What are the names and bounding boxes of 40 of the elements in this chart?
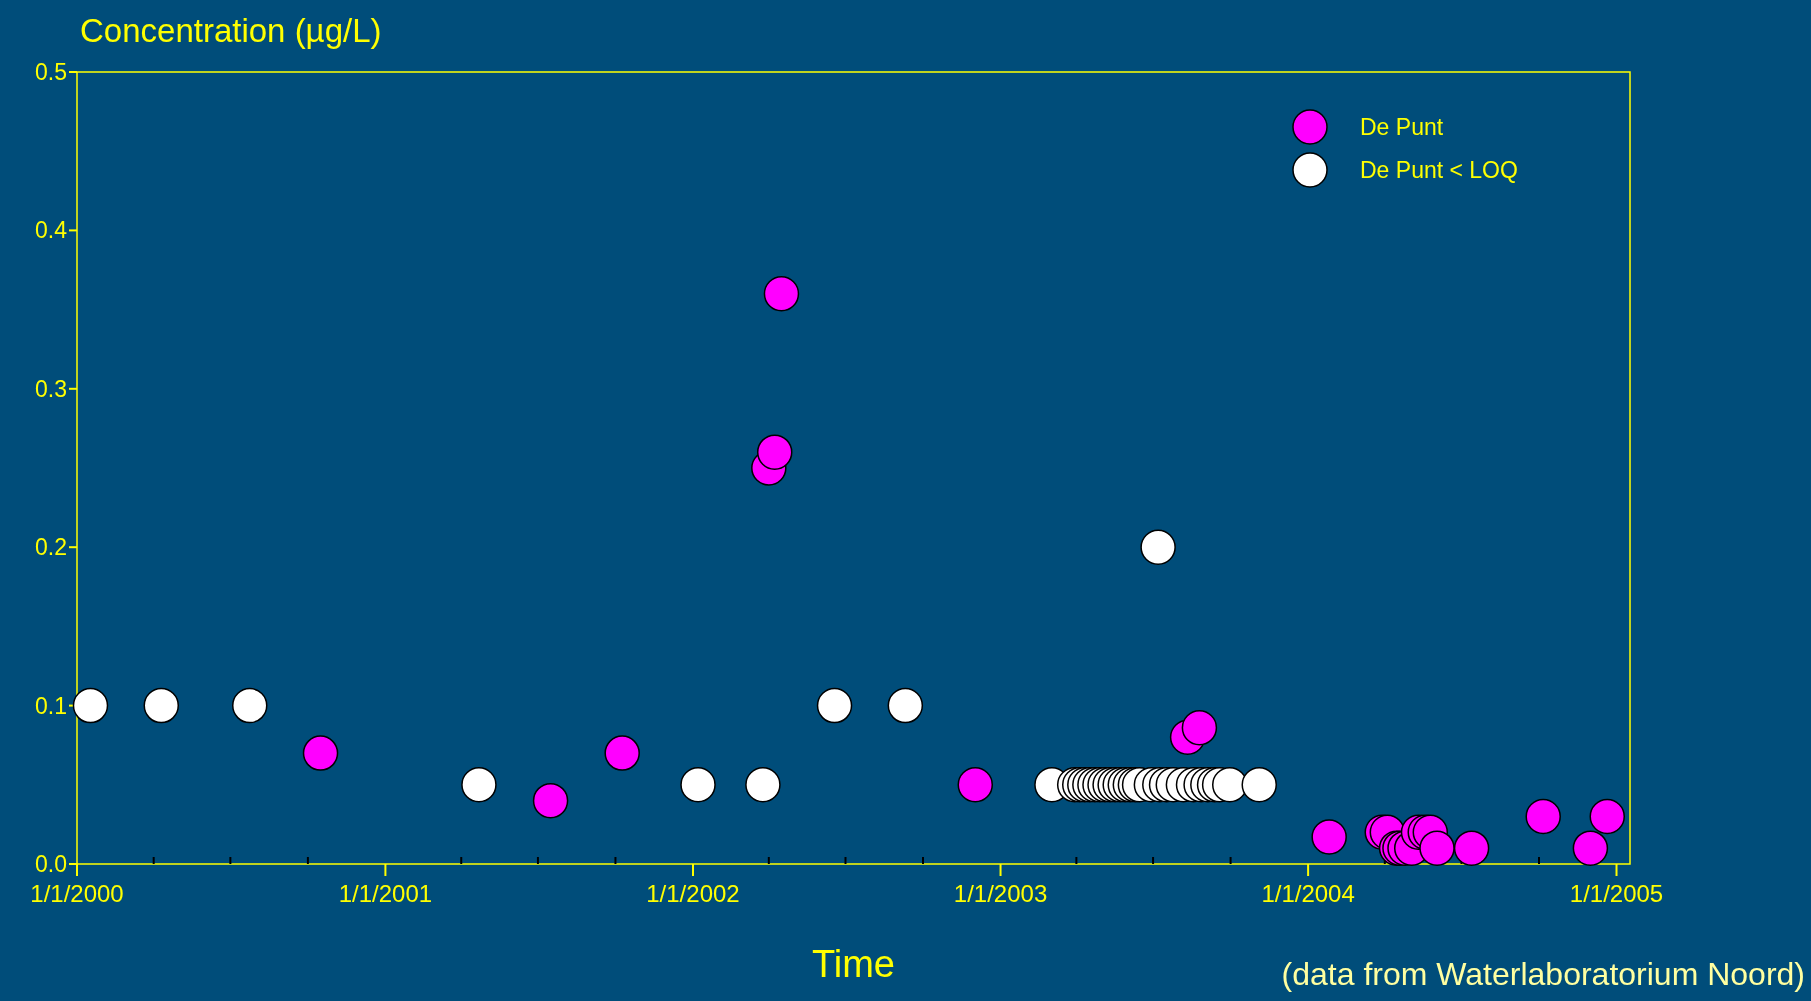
x-axis-title: Time: [811, 943, 896, 985]
y-axis-title: Concentration (µg/L): [80, 12, 382, 49]
x-tick-label: 1/1/2003: [953, 880, 1048, 907]
point: [1311, 819, 1347, 855]
legend-label: De Punt: [1360, 114, 1444, 140]
point: [763, 276, 800, 312]
y-tick-label: 0.1: [35, 692, 67, 719]
text: (data from Waterlaboratorium Noord): [1281, 956, 1805, 992]
point: [957, 767, 994, 803]
point: [1140, 529, 1176, 565]
y-tick-label: 0.3: [35, 375, 67, 402]
point: [1589, 798, 1625, 835]
point: [231, 687, 268, 724]
point: [680, 767, 716, 803]
legend-label: De Punt < LOQ: [1360, 157, 1518, 183]
point: [143, 687, 180, 724]
point: [604, 735, 640, 771]
y-tick-label: 0.2: [35, 534, 67, 561]
point: [1453, 830, 1490, 866]
x-tick-label: 1/1/2002: [646, 880, 740, 907]
point: [1181, 710, 1218, 746]
x-tick-label: 1/1/2005: [1569, 880, 1664, 907]
y-tick-label: 0.0: [35, 851, 67, 877]
point: [461, 767, 497, 803]
y-tick-label: 0.5: [35, 59, 67, 85]
point: [745, 767, 781, 803]
point: [887, 687, 924, 724]
point: [1525, 798, 1561, 835]
x-tick-label: 1/1/2004: [1261, 880, 1355, 907]
y-tick-label: 0.4: [35, 217, 68, 244]
point: [816, 687, 853, 724]
point: [72, 687, 109, 724]
point: [1572, 830, 1609, 866]
point: [532, 782, 569, 819]
point: [756, 434, 793, 470]
point: [1241, 767, 1277, 803]
point: [1419, 830, 1455, 866]
point: [302, 735, 339, 771]
x-tick-label: 1/1/2000: [30, 880, 124, 907]
x-tick-label: 1/1/2001: [338, 880, 433, 907]
